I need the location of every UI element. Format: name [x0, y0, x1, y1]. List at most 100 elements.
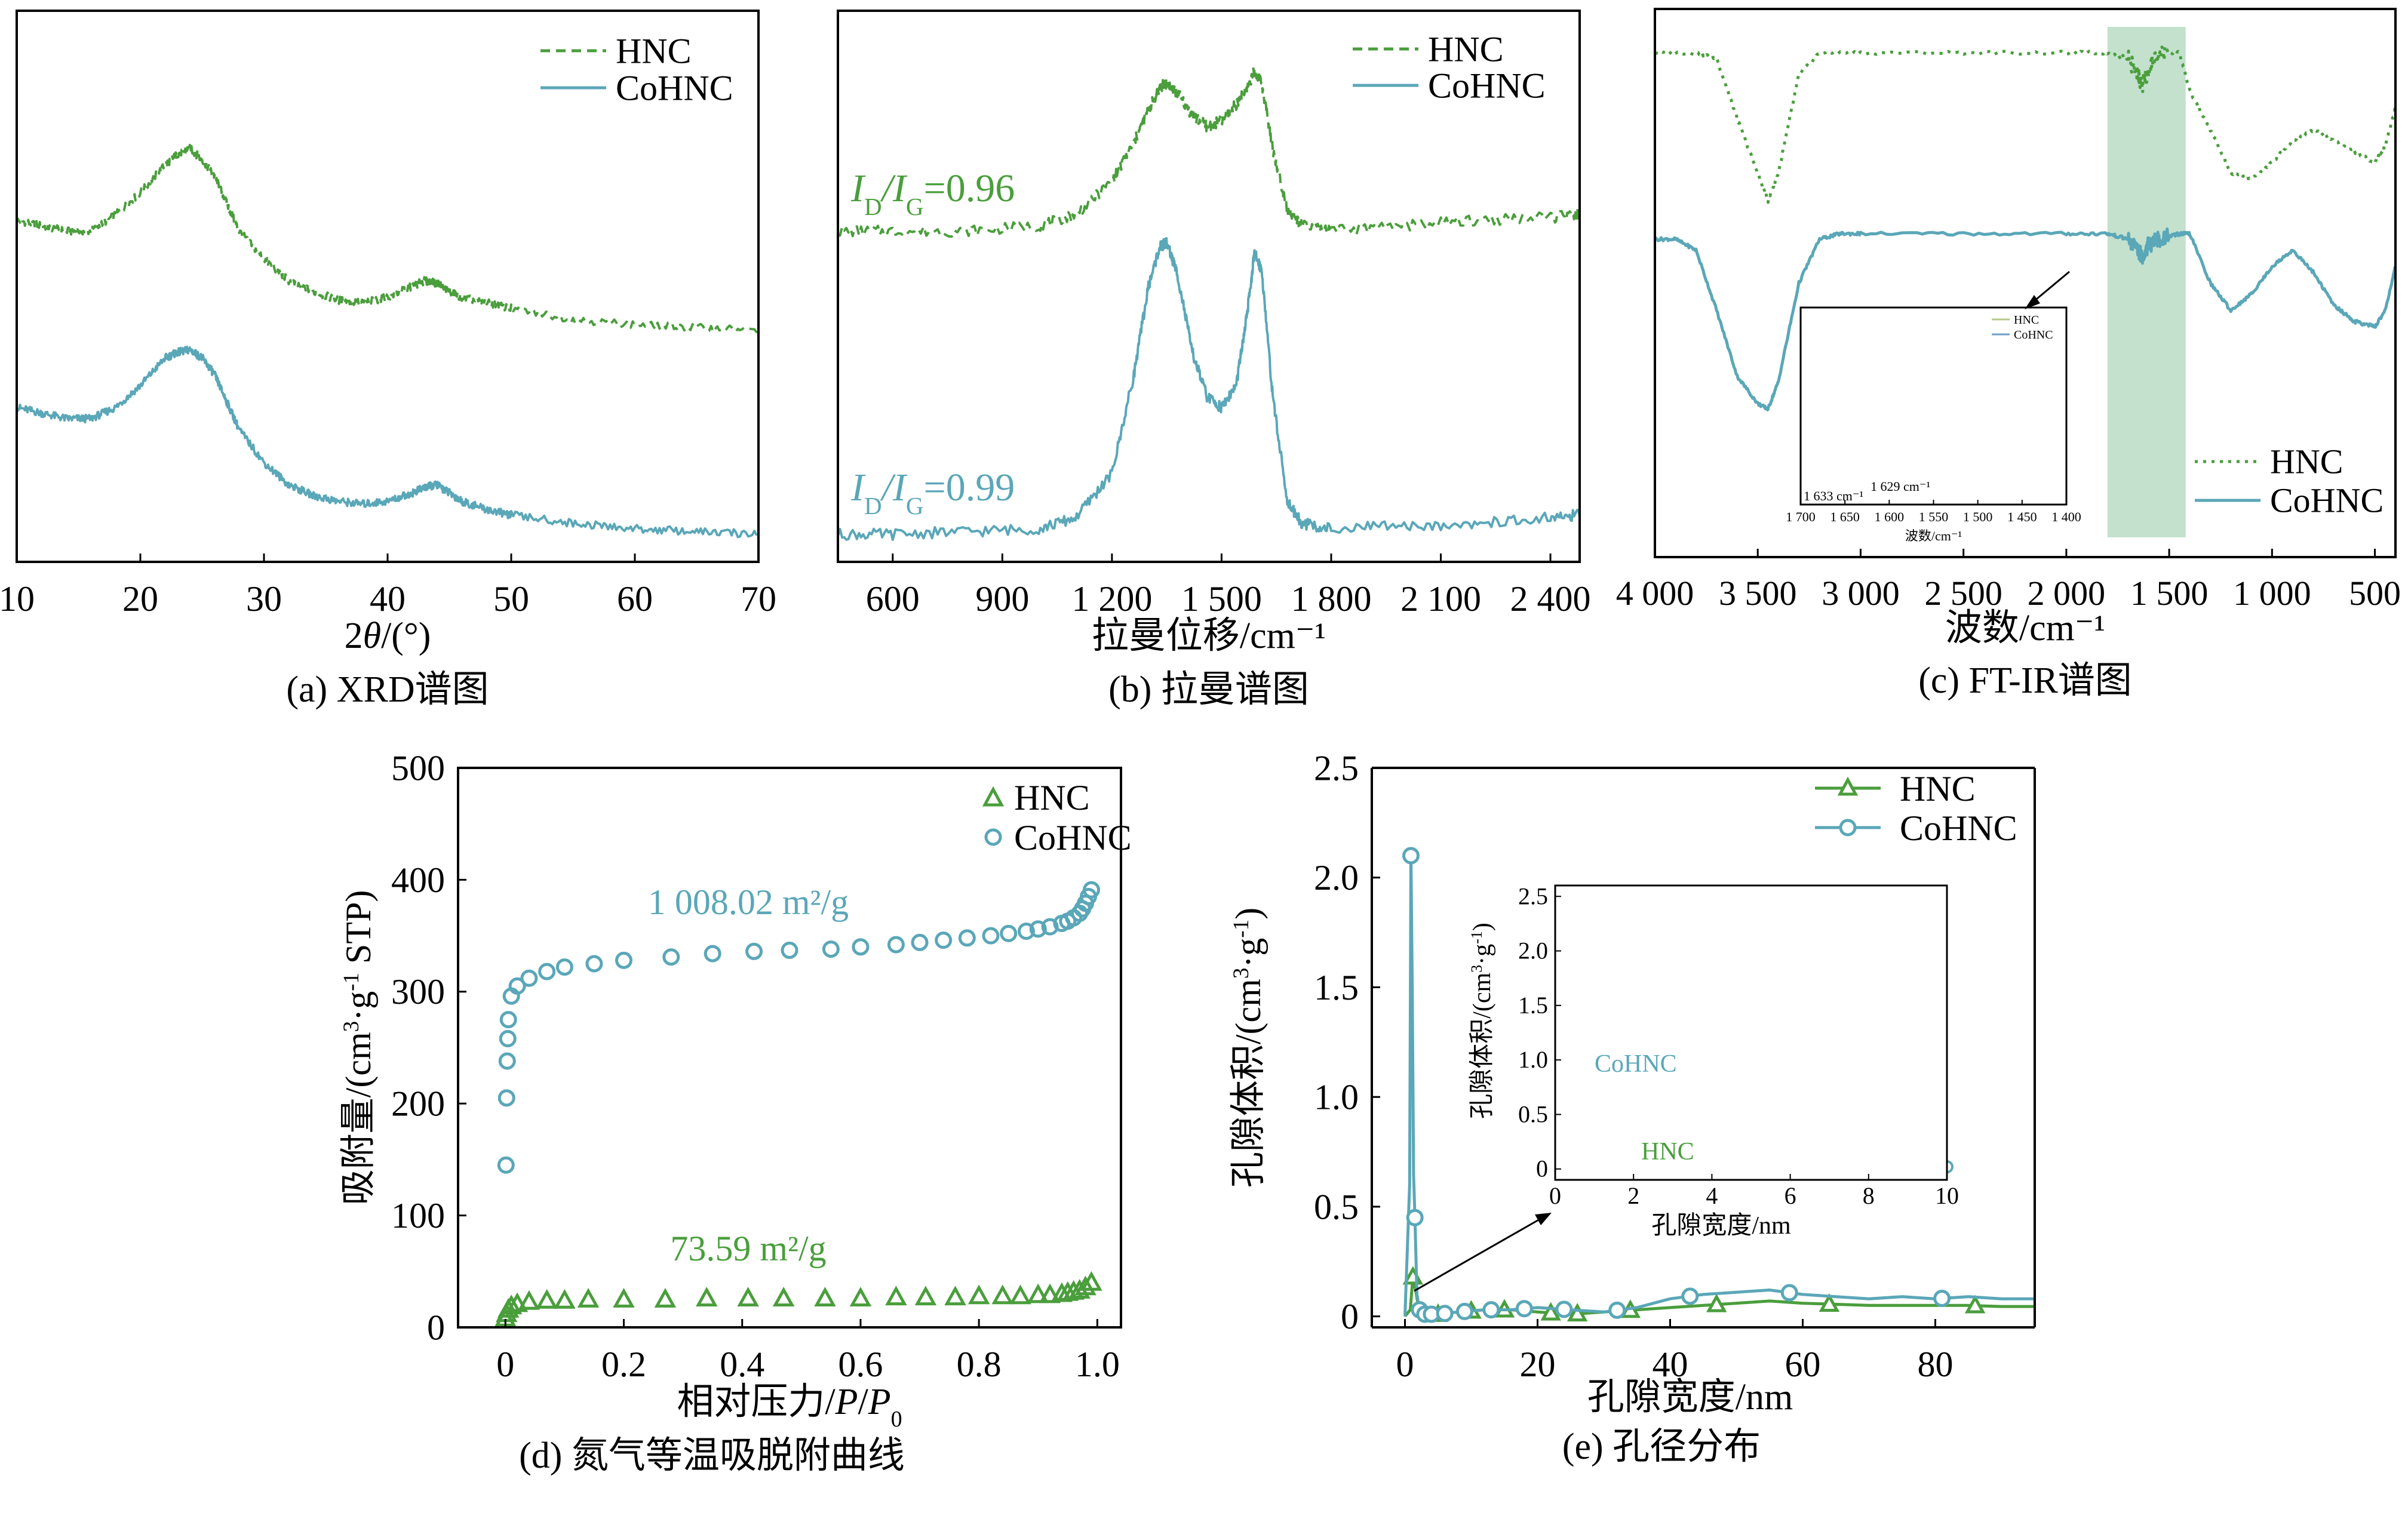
chart-e-ylabel-part-2: ·g — [1228, 938, 1268, 968]
chart-b-xtick-label-0: 600 — [866, 579, 920, 619]
chart-a-xtick-label-3: 40 — [370, 579, 406, 619]
chart-c-xtick-label-2: 3 000 — [1822, 574, 1900, 613]
chart-e-legend-hnc-label: HNC — [1900, 769, 1976, 808]
chart-c-inset-xtick-label-3: 1 550 — [1919, 509, 1949, 524]
chart-d-point-cohnc-19 — [911, 933, 929, 951]
chart-c-inset-xtick-label-1: 1 650 — [1830, 509, 1860, 524]
chart-d-xtick-label-0: 0 — [496, 1345, 514, 1384]
chart-e-ylabel-part-1: 3 — [1229, 968, 1254, 979]
chart-d-xlabel-part-3: P — [868, 1382, 891, 1422]
chart-d-point-cohnc-6 — [508, 977, 526, 995]
chart-d-ytick-label-2: 200 — [391, 1084, 445, 1124]
chart-c-xtick-label-1: 3 500 — [1719, 574, 1797, 613]
chart-d-point-hnc-7 — [554, 1289, 576, 1309]
chart-e-legend-cohnc-label: CoHNC — [1900, 808, 2017, 848]
chart-d-point-hnc-3 — [500, 1295, 523, 1315]
chart-e-point-cohnc-10 — [1608, 1301, 1626, 1319]
chart-d-point-hnc-16 — [885, 1286, 907, 1306]
chart-d-ylabel-part-0: 吸附量/(cm — [339, 1032, 378, 1205]
chart-c-caption: (c) FT-IR谱图 — [1918, 660, 2132, 701]
chart-c-series-hnc — [1654, 44, 2397, 204]
chart-d-ylabel-part-2: ·g — [339, 991, 378, 1021]
chart-e-xlabel: 孔隙宽度/nm — [1587, 1377, 1793, 1418]
chart-c-inset-annotation-1: 1 629 cm⁻¹ — [1870, 479, 1930, 494]
chart-e-inset-arrow-head — [1535, 1213, 1552, 1225]
chart-d-point-hnc-9 — [613, 1288, 635, 1308]
chart-c-xlabel: 波数/cm⁻¹ — [1945, 608, 2105, 648]
chart-e-xtick-label-1: 20 — [1520, 1345, 1556, 1384]
chart-d-point-hnc-8 — [577, 1288, 600, 1308]
chart-d-point-cohnc-7 — [520, 969, 538, 987]
chart-e-inset-ylabel-part-2: ·g — [1469, 944, 1496, 965]
chart-e-inset-ytick-label-0: 0 — [1536, 1155, 1548, 1182]
chart-e-ylabel-part-0: 孔隙体积/(cm — [1228, 979, 1268, 1188]
chart-b-annotation-0-part-0: I — [850, 167, 866, 210]
chart-b-annotation-0-part-1: D — [864, 193, 882, 220]
chart-d-point-hnc-10 — [654, 1288, 677, 1308]
chart-b-annotation-1-part-1: D — [864, 492, 882, 519]
chart-d-xlabel-part-0: 相对压力/ — [677, 1382, 836, 1422]
chart-e-point-cohnc-6 — [1455, 1302, 1473, 1320]
chart-a-xlabel: 2θ/(°) — [345, 616, 431, 656]
chart-b-annotation-1-part-4: =0.99 — [924, 466, 1015, 509]
chart-a-xtick-label-5: 60 — [617, 579, 653, 619]
chart-d-ylabel-part-3: -1 — [339, 973, 364, 991]
chart-e-inset-ylabel-part-4: ) — [1469, 923, 1496, 931]
chart-e-xtick-label-3: 60 — [1785, 1345, 1821, 1384]
chart-d-xtick-label-3: 0.6 — [838, 1345, 883, 1384]
chart-b-annotation-1-part-2: /I — [880, 466, 908, 509]
chart-b-annotation-0-part-2: /I — [880, 167, 908, 210]
chart-d-point-cohnc-3 — [499, 1030, 517, 1048]
chart-c-inset-xtick-label-4: 1 500 — [1963, 509, 1993, 524]
chart-e-ytick-label-2: 1.0 — [1314, 1078, 1359, 1117]
chart-d-ytick-label-5: 500 — [391, 748, 445, 788]
chart-d-ylabel: 吸附量/(cm3·g-1 STP) — [339, 890, 378, 1206]
chart-e-point-cohnc-12 — [1780, 1284, 1798, 1302]
chart-b-xtick-label-2: 1 200 — [1071, 579, 1152, 619]
chart-d-point-hnc-18 — [944, 1286, 966, 1306]
chart-e-ylabel-part-4: ) — [1228, 908, 1268, 920]
chart-a-xtick-label-0: 10 — [0, 579, 35, 619]
chart-d-point-cohnc-1 — [497, 1089, 515, 1107]
chart-e-inset-ytick-label-1: 0.5 — [1518, 1100, 1548, 1127]
chart-d-point-hnc-29 — [1080, 1271, 1102, 1291]
chart-d-legend-cohnc-label: CoHNC — [1014, 818, 1132, 857]
chart-b-legend-hnc-label: HNC — [1428, 29, 1504, 69]
chart-d-point-cohnc-34 — [1082, 881, 1100, 899]
chart-d-xlabel-part-2: / — [858, 1382, 869, 1422]
chart-d-point-cohnc-17 — [852, 938, 870, 956]
chart-e-point-hnc-8 — [1819, 1293, 1840, 1312]
chart-d-ylabel-part-1: 3 — [339, 1021, 364, 1032]
chart-c-inset-xtick-label-0: 1 700 — [1786, 509, 1816, 524]
chart-a-legend-cohnc-label: CoHNC — [616, 68, 733, 107]
chart-a-series-hnc — [16, 143, 760, 334]
chart-c-frame — [1654, 8, 2397, 558]
chart-e-inset-ytick-label-5: 2.5 — [1518, 883, 1548, 909]
chart-e-point-hnc-7 — [1706, 1293, 1727, 1312]
chart-a-xtick-label-4: 50 — [493, 579, 529, 619]
chart-d-point-cohnc-9 — [555, 958, 573, 976]
chart-c-inset-xtick-label-5: 1 450 — [2007, 509, 2037, 524]
chart-d-point-hnc-21 — [1009, 1284, 1031, 1305]
chart-d-frame — [457, 767, 1122, 1329]
chart-c-legend-hnc-label: HNC — [2270, 442, 2343, 481]
chart-e-point-cohnc-9 — [1555, 1300, 1573, 1318]
chart-d-point-hnc-22 — [1027, 1283, 1049, 1303]
chart-d-point-hnc-13 — [772, 1287, 795, 1306]
chart-d-ytick-label-1: 100 — [391, 1196, 445, 1235]
chart-b-series-cohnc — [837, 237, 1581, 541]
chart-b-xlabel: 拉曼位移/cm⁻¹ — [1092, 616, 1326, 656]
chart-c-inset-arrow-head — [2025, 295, 2040, 309]
chart-e-inset-ylabel: 孔隙体积/(cm3·g-1) — [1468, 923, 1497, 1119]
chart-b-annotation-1: ID/IG=0.99 — [850, 466, 1015, 519]
chart-d-point-hnc-12 — [737, 1287, 759, 1306]
chart-e-ytick-label-4: 2.0 — [1314, 858, 1359, 897]
chart-b-frame — [837, 10, 1581, 563]
chart-d-legend-hnc-marker — [982, 786, 1005, 807]
chart-e-point-cohnc-5 — [1436, 1305, 1454, 1323]
chart-d-ytick-label-3: 300 — [391, 972, 445, 1011]
chart-d-point-hnc-14 — [814, 1287, 836, 1306]
chart-e-legend-cohnc-marker — [1839, 819, 1857, 837]
chart-d-ylabel-part-4: STP) — [339, 890, 378, 973]
chart-e-ylabel: 孔隙体积/(cm3·g-1) — [1228, 908, 1268, 1188]
